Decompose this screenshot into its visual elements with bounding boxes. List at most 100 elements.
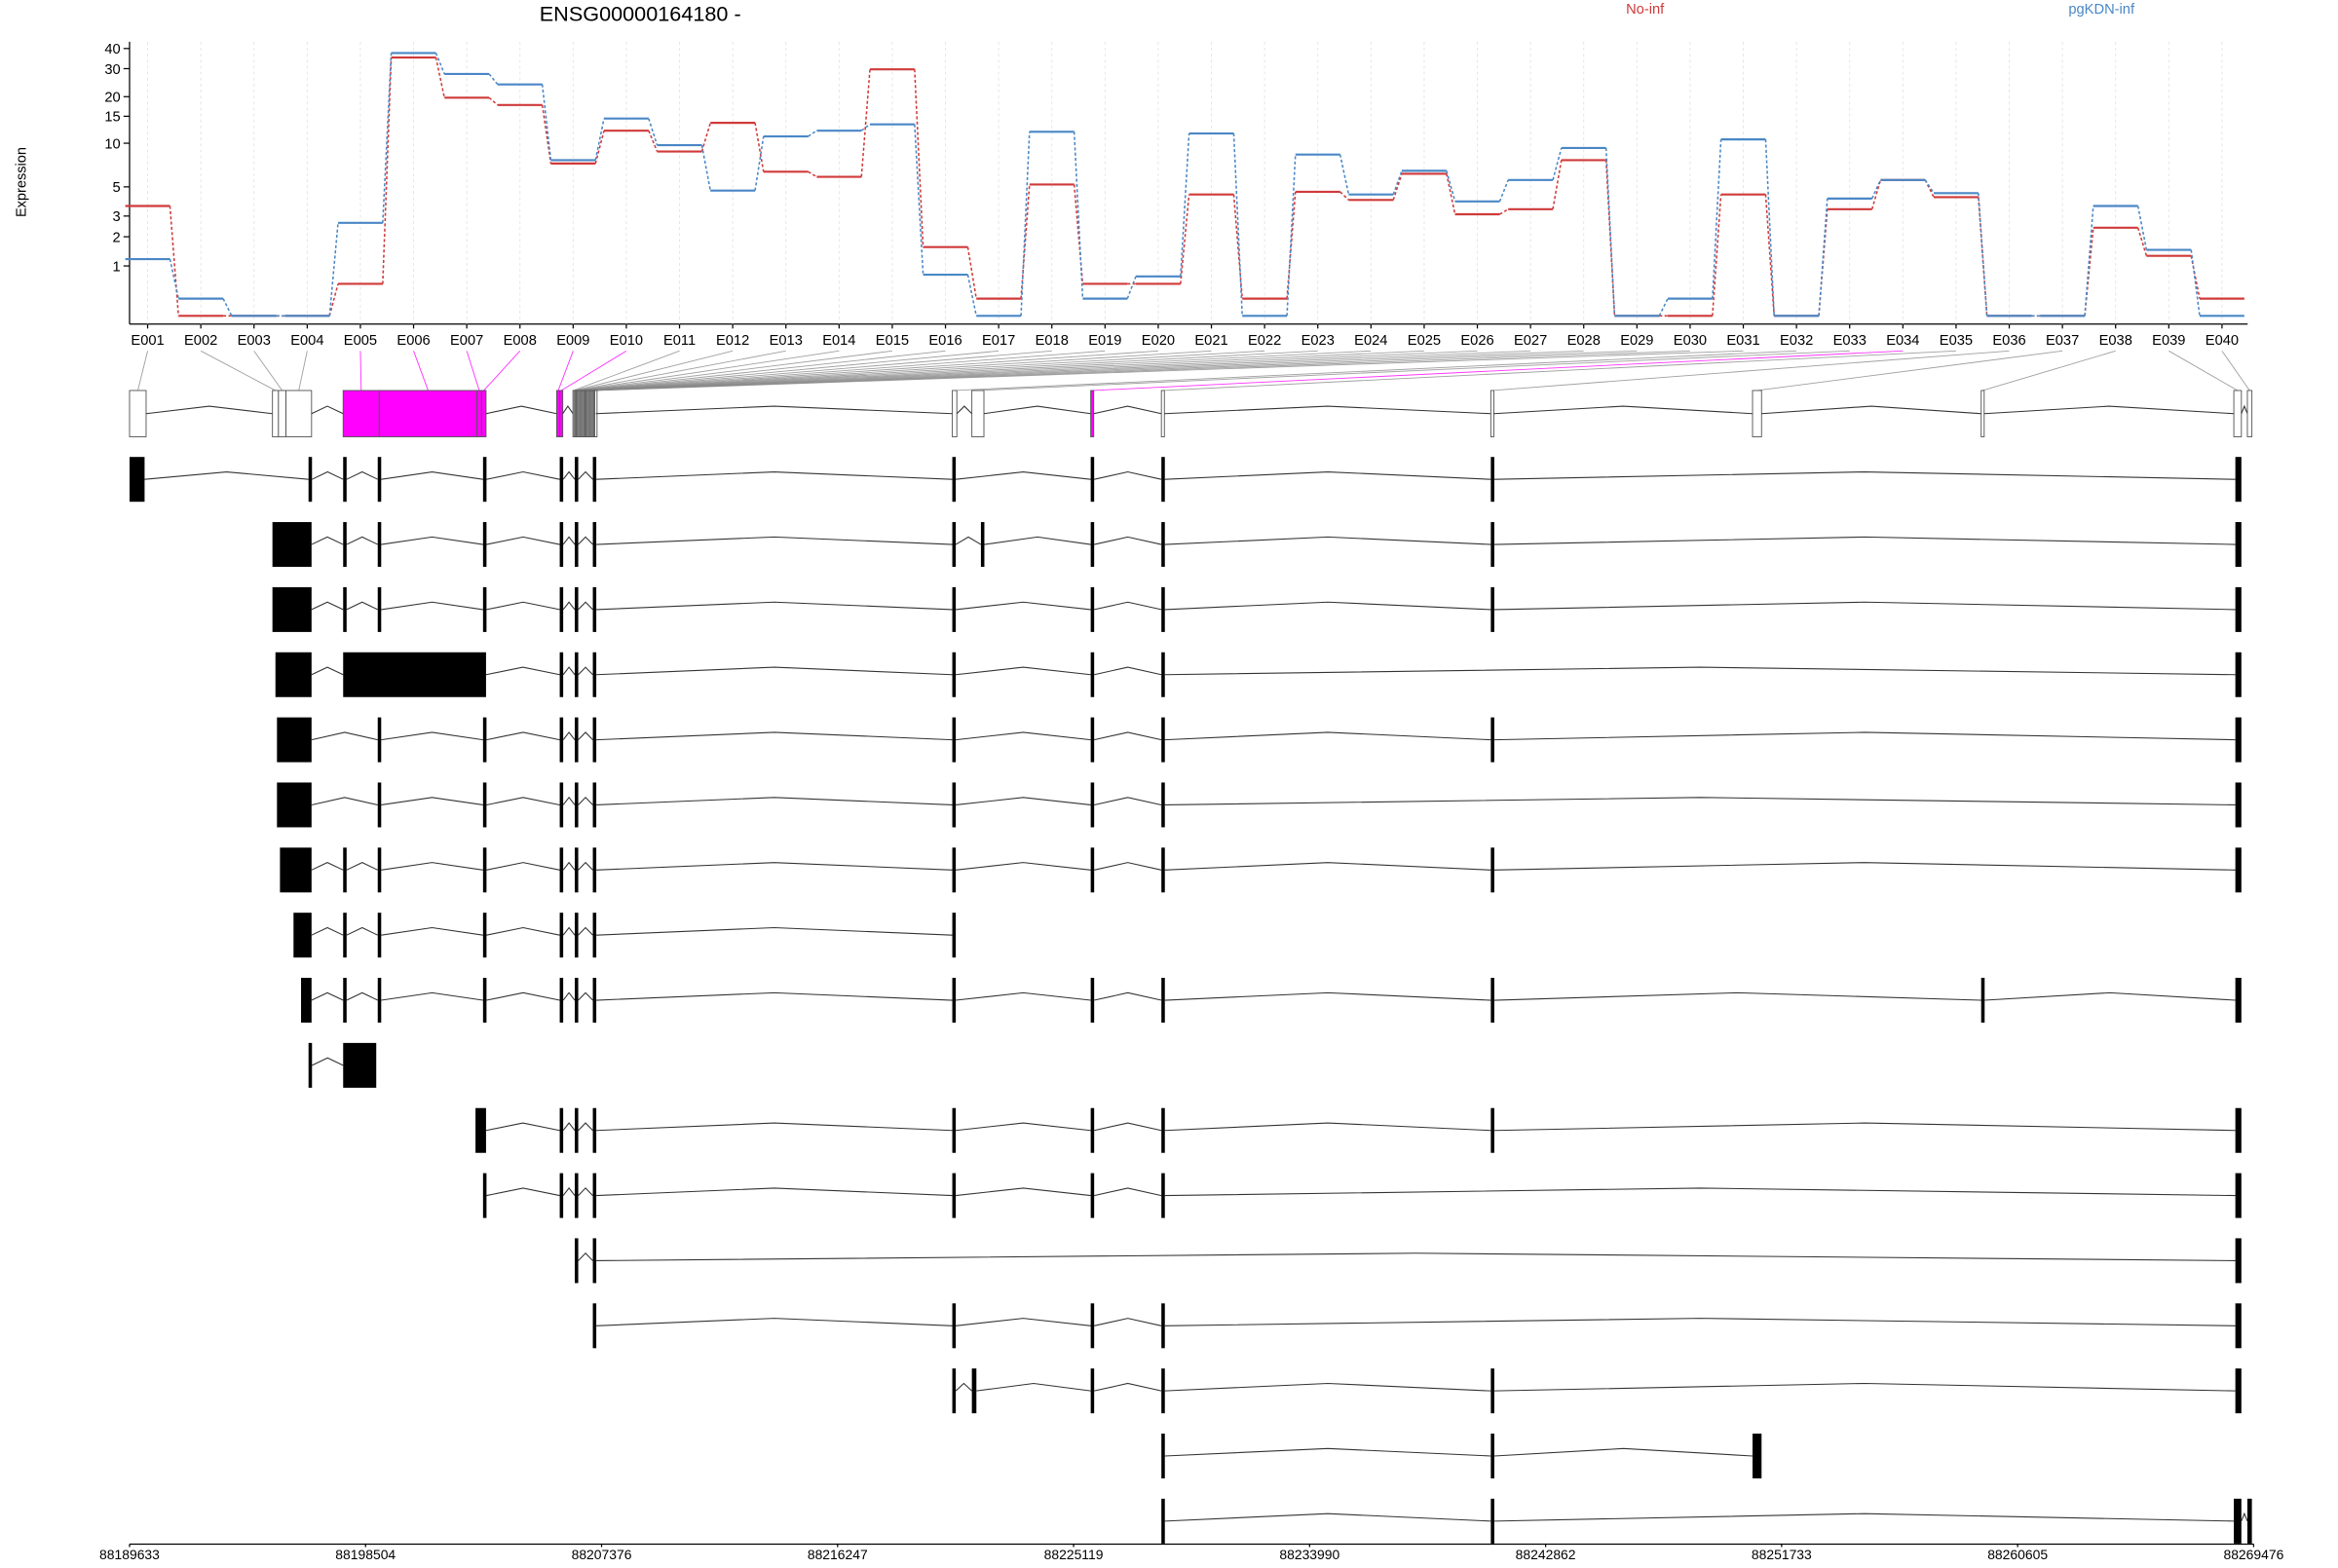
exon-connector: [137, 351, 148, 392]
transcript-exon: [1161, 717, 1165, 763]
expression-connector: [1552, 160, 1563, 209]
transcript-exon: [2235, 1368, 2242, 1414]
transcript-exon: [377, 717, 382, 763]
transcript-intron: [578, 601, 593, 611]
exon-connector: [573, 350, 680, 392]
transcript-intron: [485, 1122, 560, 1132]
transcript-exon: [1490, 1107, 1494, 1153]
transcript-exon: [575, 1173, 579, 1218]
expression-connector: [1126, 276, 1137, 299]
transcript-intron: [578, 797, 593, 805]
gene-intron: [1983, 405, 2235, 415]
transcript-intron: [1164, 536, 1491, 545]
transcript-intron: [956, 797, 1091, 806]
exon-connector: [557, 351, 574, 392]
x-tick-label: E040: [2206, 333, 2239, 349]
transcript-intron: [1984, 991, 2236, 1001]
transcript-intron: [381, 926, 483, 936]
transcript-exon: [482, 1173, 487, 1218]
transcript-intron: [1164, 666, 2236, 676]
transcript-intron: [486, 862, 560, 871]
x-tick-label: E022: [1248, 333, 1281, 349]
transcript-intron: [562, 731, 576, 740]
expression-connector: [1498, 179, 1509, 203]
transcript-exon: [592, 586, 597, 632]
exon-connector: [253, 351, 283, 392]
transcript-intron: [578, 861, 593, 871]
transcript-intron: [486, 1187, 560, 1197]
x-tick-label: E039: [2152, 333, 2185, 349]
transcript-intron: [1094, 666, 1162, 676]
transcript-intron: [955, 536, 982, 545]
gene-intron: [1493, 405, 1754, 415]
transcript-exon: [952, 457, 957, 503]
transcript-intron: [984, 536, 1091, 545]
transcript-exon: [559, 457, 564, 503]
transcript-exon: [952, 1173, 957, 1218]
transcript-intron: [1094, 731, 1162, 741]
transcript-exon: [1161, 1434, 1165, 1478]
x-tick-label: E028: [1567, 333, 1601, 349]
transcript-exon: [1753, 1434, 1762, 1478]
transcript-intron: [1493, 536, 2236, 545]
transcript-exon: [952, 913, 957, 958]
genomic-tick-label: 88233990: [1279, 1547, 1339, 1562]
transcript-exon: [377, 978, 382, 1024]
expression-connector: [914, 124, 924, 276]
transcript-exon: [2235, 1107, 2242, 1153]
expression-connector: [648, 130, 659, 152]
transcript-exon: [1090, 847, 1095, 893]
x-tick-label: E015: [876, 333, 909, 349]
transcript-exon: [592, 1107, 597, 1153]
transcript-intron: [311, 666, 344, 676]
x-tick-label: E019: [1088, 333, 1121, 349]
transcript-intron: [562, 796, 576, 805]
expression-connector: [1339, 154, 1350, 195]
genomic-tick-label: 88189633: [99, 1547, 160, 1562]
transcript-exon: [293, 913, 312, 958]
gene-exon: [378, 390, 478, 437]
exon-connector: [954, 350, 1797, 392]
exon-connector: [580, 350, 999, 392]
y-tick-label: 3: [113, 209, 121, 225]
exon-connector: [575, 350, 786, 392]
genomic-tick-label: 88251733: [1752, 1547, 1812, 1562]
transcript-exon: [482, 847, 487, 893]
transcript-exon: [1490, 522, 1494, 568]
transcript-exon: [272, 522, 312, 568]
exon-connector: [581, 350, 1052, 392]
expression-connector: [2136, 227, 2148, 256]
transcript-intron: [485, 666, 560, 676]
transcript-exon: [980, 522, 985, 568]
transcript-exon: [592, 782, 597, 828]
genomic-tick-label: 88216247: [808, 1547, 868, 1562]
transcript-exon: [952, 717, 957, 763]
transcript-intron: [381, 991, 483, 1001]
transcript-exon: [475, 1107, 486, 1153]
exon-connector: [1162, 350, 1956, 392]
expression-connector: [1978, 193, 1988, 317]
expression-connector: [2084, 227, 2094, 317]
transcript-exon: [2235, 978, 2242, 1024]
transcript-exon: [592, 978, 597, 1024]
transcript-intron: [562, 861, 576, 871]
expression-connector: [169, 205, 179, 317]
transcript-exon: [971, 1368, 977, 1414]
expression-connector: [1764, 139, 1775, 317]
transcript-intron: [578, 536, 593, 545]
transcript-exon: [1490, 847, 1494, 893]
transcript-intron: [578, 1122, 593, 1132]
transcript-intron: [1094, 470, 1162, 480]
transcript-exon: [2235, 1173, 2242, 1218]
x-tick-label: E003: [238, 333, 271, 349]
transcript-intron: [578, 991, 593, 1001]
x-tick-label: E010: [610, 333, 643, 349]
transcript-intron: [1493, 1382, 2236, 1392]
expression-connector: [966, 274, 977, 317]
exon-connector: [1092, 350, 1904, 392]
expression-connector: [860, 124, 871, 131]
transcript-exon: [1490, 586, 1494, 632]
transcript-exon: [559, 1107, 564, 1153]
transcript-intron: [1094, 1382, 1162, 1392]
gene-exon: [1160, 390, 1165, 437]
